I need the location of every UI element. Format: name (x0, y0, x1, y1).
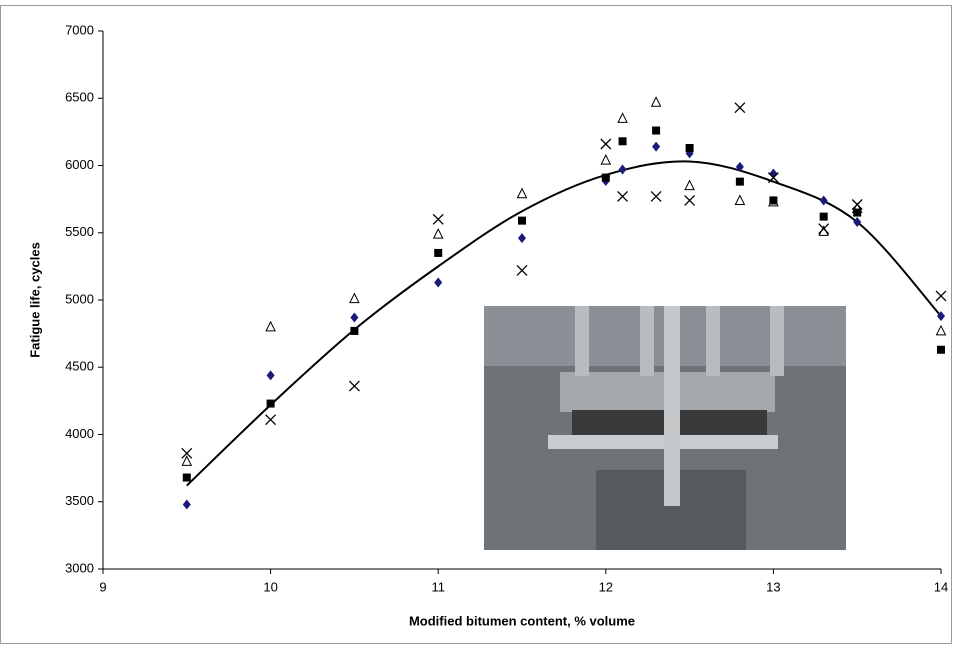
point-square (685, 144, 694, 153)
point-diamond (937, 311, 945, 322)
point-diamond (618, 164, 627, 175)
inset-photo (484, 306, 846, 550)
point-cross (650, 190, 662, 202)
y-tick-label: 6000 (65, 157, 94, 172)
point-cross (181, 447, 193, 459)
y-tick-label: 4000 (65, 426, 94, 441)
point-cross (432, 213, 444, 225)
point-triangle (935, 324, 947, 336)
y-tick-label: 5000 (65, 291, 94, 306)
point-square (601, 173, 610, 182)
point-diamond (266, 370, 275, 381)
point-diamond (652, 141, 661, 152)
point-cross (734, 102, 746, 114)
point-cross (935, 290, 947, 302)
point-cross (265, 414, 277, 426)
point-square (618, 137, 627, 146)
point-cross (767, 172, 779, 184)
point-square (518, 216, 526, 225)
point-cross (600, 138, 612, 150)
point-triangle (617, 112, 628, 123)
point-square (434, 248, 443, 257)
point-triangle (600, 154, 612, 165)
x-tick-label: 11 (431, 579, 445, 594)
point-square (735, 177, 744, 186)
y-tick-label: 6500 (65, 90, 94, 105)
x-tick-label: 12 (599, 579, 613, 594)
point-square (937, 345, 945, 354)
x-tick-label: 13 (766, 579, 780, 594)
point-square (350, 326, 359, 335)
point-square (182, 473, 191, 482)
point-square (266, 399, 275, 408)
point-diamond (819, 195, 828, 206)
point-triangle (851, 202, 863, 214)
y-tick-label: 3500 (65, 493, 94, 508)
y-tick-label: 5500 (65, 224, 94, 239)
point-diamond (735, 161, 744, 172)
point-triangle (818, 225, 829, 236)
point-cross (684, 195, 696, 206)
x-tick-label: 9 (99, 579, 106, 594)
point-diamond (853, 216, 862, 227)
point-triangle (734, 194, 746, 205)
point-square (819, 212, 828, 221)
point-cross (516, 264, 528, 276)
point-cross (851, 199, 863, 210)
point-diamond (182, 499, 191, 510)
point-square (769, 196, 778, 205)
point-triangle (516, 187, 528, 199)
y-tick-label: 4500 (65, 359, 94, 374)
point-square (652, 126, 661, 135)
point-triangle (768, 195, 779, 207)
y-tick-label: 3000 (65, 560, 94, 575)
chart-border (0, 5, 952, 644)
point-triangle (265, 320, 276, 332)
point-cross (348, 380, 360, 392)
point-triangle (349, 292, 360, 304)
x-tick-label: 14 (934, 579, 948, 594)
point-diamond (350, 312, 359, 323)
point-triangle (650, 96, 662, 107)
point-cross (818, 223, 830, 235)
x-axis-title: Modified bitumen content, % volume (409, 613, 635, 628)
y-axis-title: Fatigue life, cycles (27, 242, 42, 358)
point-triangle (432, 227, 444, 239)
point-diamond (434, 277, 443, 288)
point-cross (617, 190, 629, 202)
x-tick-label: 10 (263, 579, 277, 594)
point-triangle (181, 455, 193, 466)
point-diamond (518, 233, 526, 244)
y-tick-label: 7000 (65, 22, 94, 37)
point-triangle (684, 179, 695, 191)
